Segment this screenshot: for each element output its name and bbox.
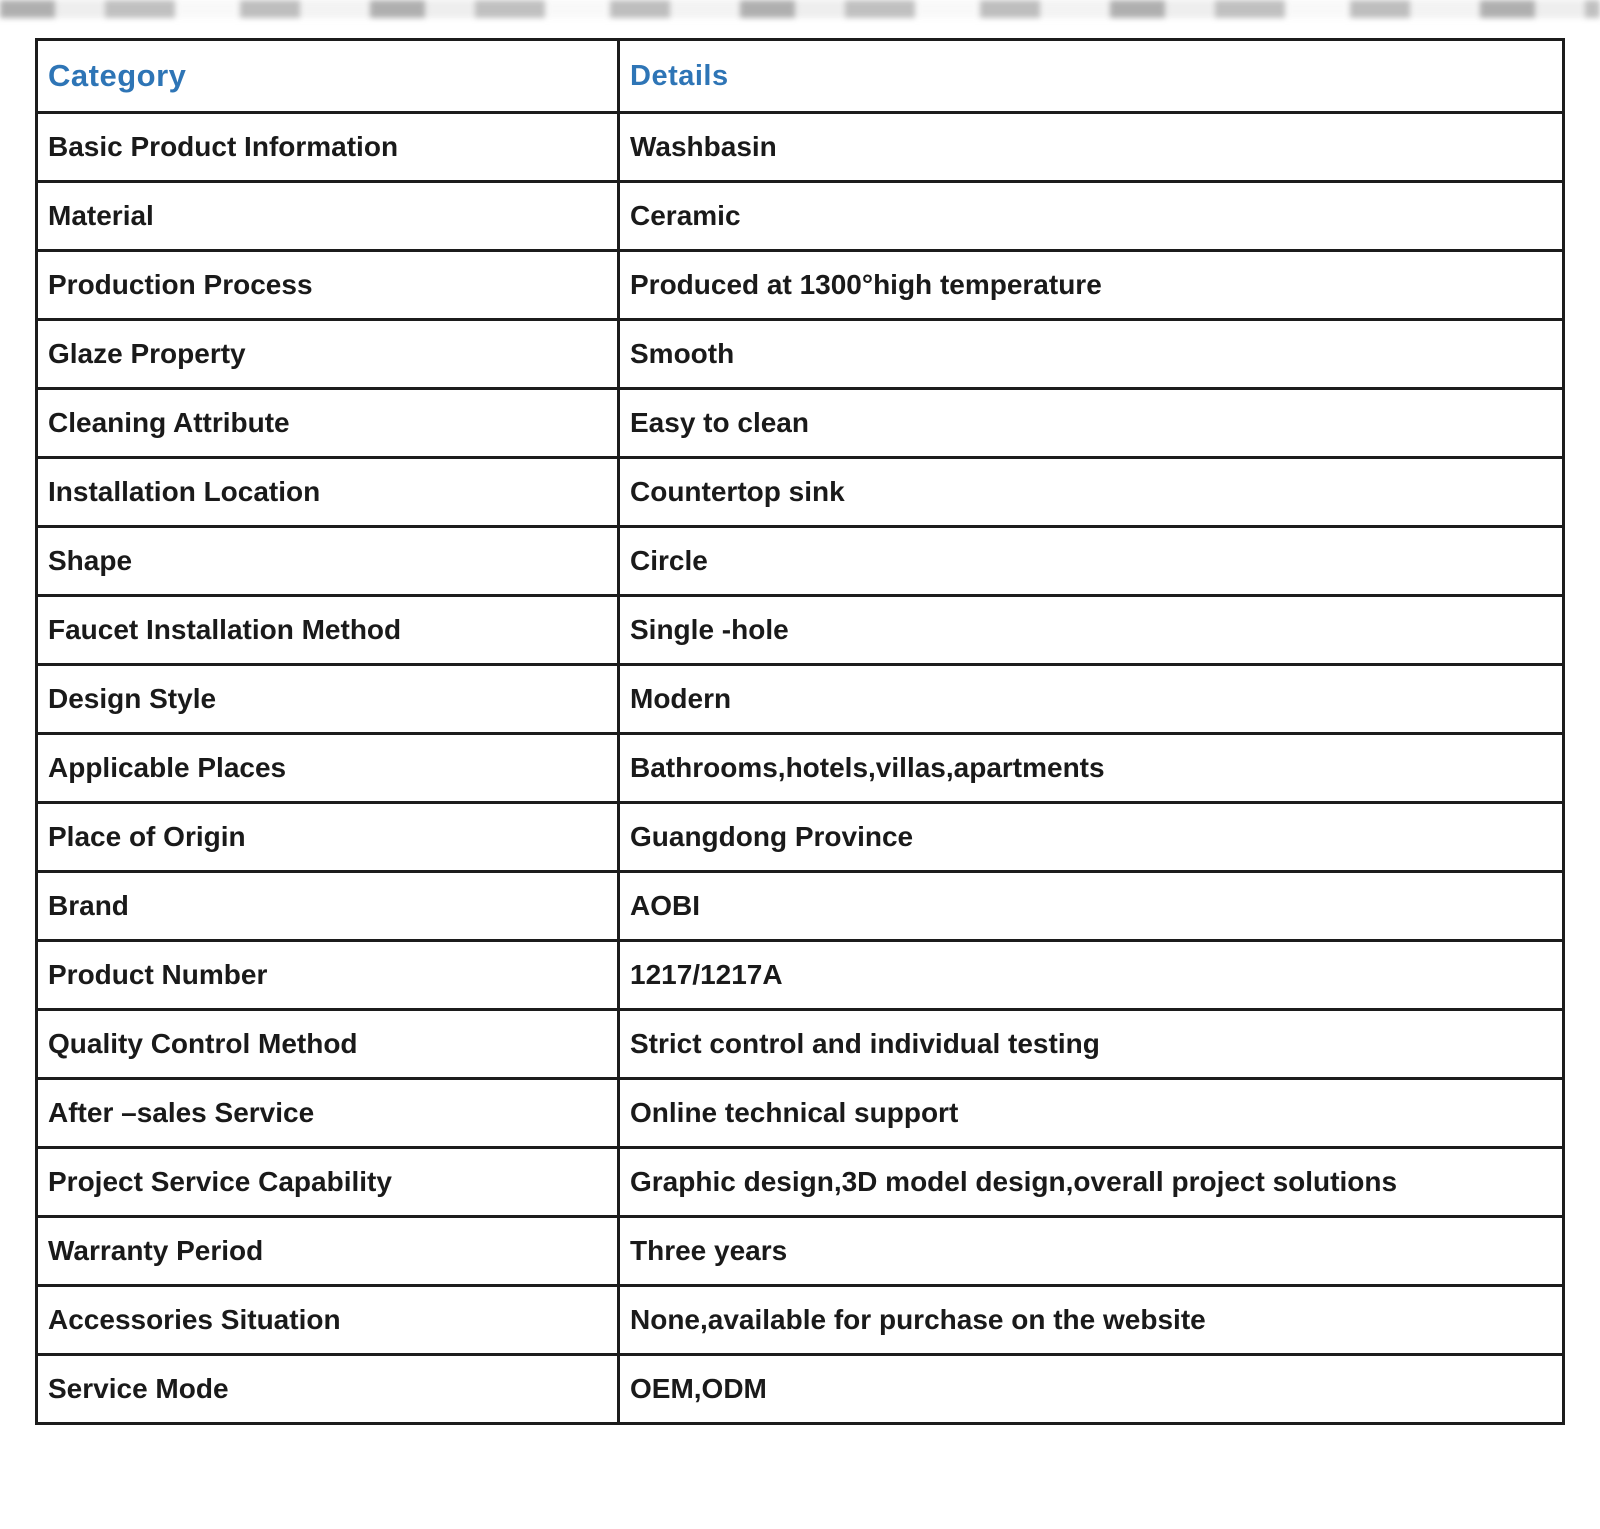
table-row: Place of Origin Guangdong Province <box>35 801 1565 873</box>
table-row: Glaze Property Smooth <box>35 318 1565 390</box>
table-row: Warranty Period Three years <box>35 1215 1565 1287</box>
table-row: Installation Location Countertop sink <box>35 456 1565 528</box>
details-cell: Circle <box>617 525 1565 597</box>
product-spec-table: Category Details Basic Product Informati… <box>35 38 1565 1425</box>
details-cell: 1217/1217A <box>617 939 1565 1011</box>
table-row: Material Ceramic <box>35 180 1565 252</box>
table-row: Product Number 1217/1217A <box>35 939 1565 1011</box>
details-cell: Smooth <box>617 318 1565 390</box>
category-cell: Basic Product Information <box>35 111 620 183</box>
details-cell: Produced at 1300°high temperature <box>617 249 1565 321</box>
category-cell: Quality Control Method <box>35 1008 620 1080</box>
table-row: Shape Circle <box>35 525 1565 597</box>
details-cell: None,available for purchase on the websi… <box>617 1284 1565 1356</box>
table-row: Basic Product Information Washbasin <box>35 111 1565 183</box>
category-cell: Material <box>35 180 620 252</box>
category-cell: Place of Origin <box>35 801 620 873</box>
category-cell: Cleaning Attribute <box>35 387 620 459</box>
category-cell: Brand <box>35 870 620 942</box>
header-row: Category Details <box>35 38 1565 114</box>
table-row: Accessories Situation None,available for … <box>35 1284 1565 1356</box>
table-body: Basic Product Information Washbasin Materi… <box>35 111 1565 1425</box>
category-cell: Warranty Period <box>35 1215 620 1287</box>
category-cell: After –sales Service <box>35 1077 620 1149</box>
details-cell: Single -hole <box>617 594 1565 666</box>
details-cell: Countertop sink <box>617 456 1565 528</box>
column-header-category: Category <box>35 38 620 114</box>
table-row: Project Service Capability Graphic design… <box>35 1146 1565 1218</box>
details-cell: Three years <box>617 1215 1565 1287</box>
table-row: Brand AOBI <box>35 870 1565 942</box>
category-cell: Service Mode <box>35 1353 620 1425</box>
category-cell: Applicable Places <box>35 732 620 804</box>
category-cell: Production Process <box>35 249 620 321</box>
details-cell: Guangdong Province <box>617 801 1565 873</box>
details-cell: Easy to clean <box>617 387 1565 459</box>
table-row: Quality Control Method Strict control and… <box>35 1008 1565 1080</box>
details-cell: Graphic design,3D model design,overall p… <box>617 1146 1565 1218</box>
table-row: Cleaning Attribute Easy to clean <box>35 387 1565 459</box>
details-cell: Ceramic <box>617 180 1565 252</box>
category-cell: Shape <box>35 525 620 597</box>
category-cell: Faucet Installation Method <box>35 594 620 666</box>
details-cell: Modern <box>617 663 1565 735</box>
table-row: Production Process Produced at 1300°high … <box>35 249 1565 321</box>
category-cell: Design Style <box>35 663 620 735</box>
category-cell: Installation Location <box>35 456 620 528</box>
table-row: Design Style Modern <box>35 663 1565 735</box>
column-header-details: Details <box>617 38 1565 114</box>
table-row: Faucet Installation Method Single -hole <box>35 594 1565 666</box>
details-cell: Washbasin <box>617 111 1565 183</box>
table-row: After –sales Service Online technical sup… <box>35 1077 1565 1149</box>
table-row: Applicable Places Bathrooms,hotels,villas… <box>35 732 1565 804</box>
details-cell: AOBI <box>617 870 1565 942</box>
category-cell: Project Service Capability <box>35 1146 620 1218</box>
details-cell: Bathrooms,hotels,villas,apartments <box>617 732 1565 804</box>
category-cell: Product Number <box>35 939 620 1011</box>
table-row: Service Mode OEM,ODM <box>35 1353 1565 1425</box>
category-cell: Glaze Property <box>35 318 620 390</box>
details-cell: Online technical support <box>617 1077 1565 1149</box>
category-cell: Accessories Situation <box>35 1284 620 1356</box>
details-cell: OEM,ODM <box>617 1353 1565 1425</box>
details-cell: Strict control and individual testing <box>617 1008 1565 1080</box>
top-artifact-band <box>0 0 1600 18</box>
